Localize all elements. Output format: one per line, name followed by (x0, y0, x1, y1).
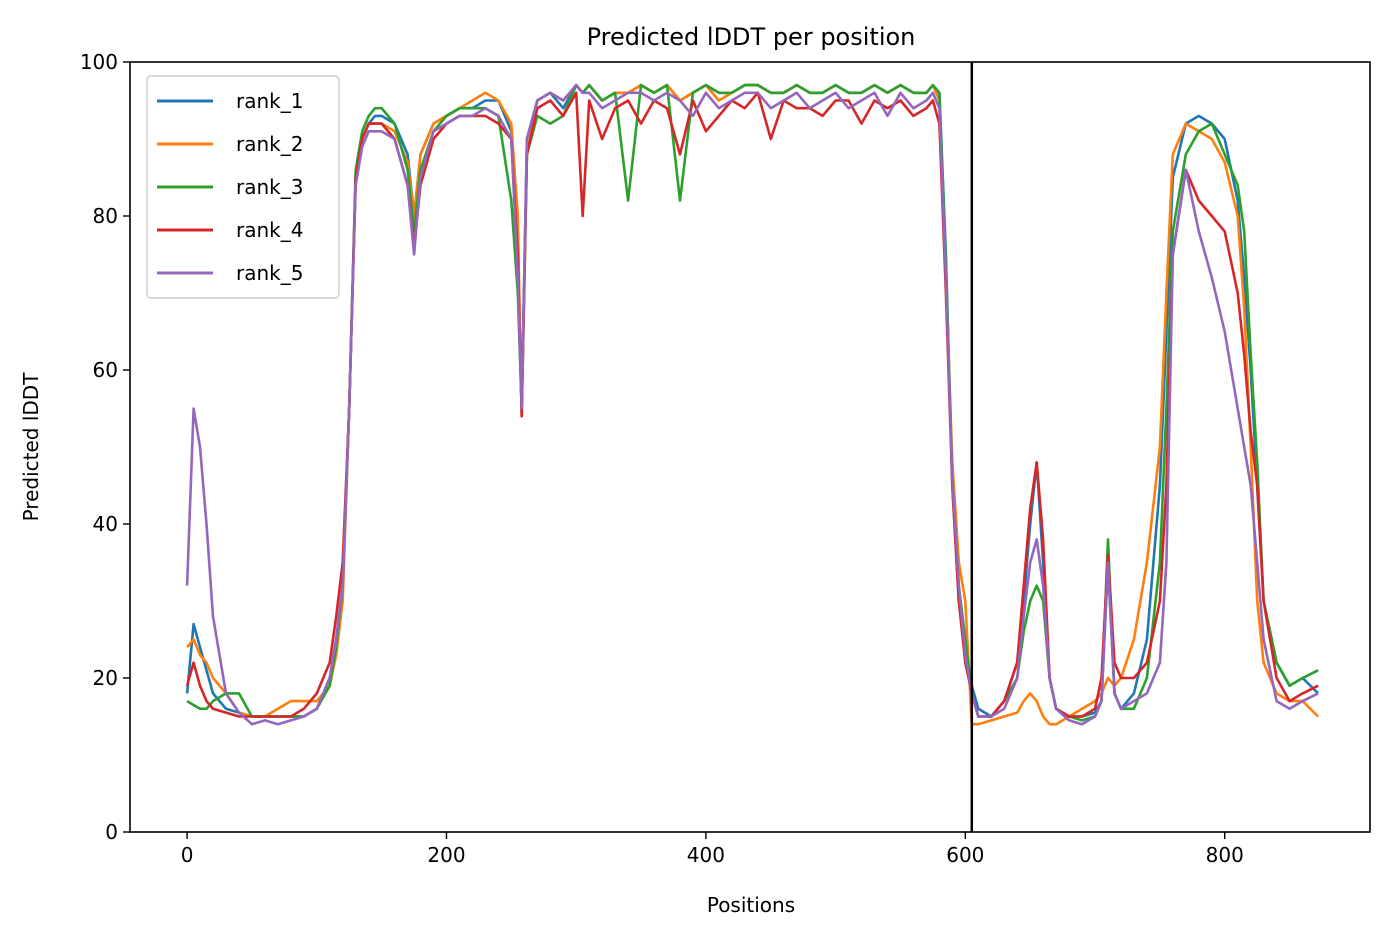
y-tick-label: 80 (93, 204, 118, 228)
x-axis-label: Positions (707, 893, 795, 917)
y-tick-label: 40 (93, 512, 118, 536)
legend-label-rank-4: rank_4 (236, 218, 303, 242)
legend: rank_1 rank_2 rank_3 rank_4 rank_5 (146, 75, 340, 299)
y-tick-label: 100 (80, 50, 118, 74)
series-line-rank-4 (185, 91, 1319, 718)
y-tick-label: 0 (105, 820, 118, 844)
x-tick-label: 400 (687, 843, 725, 867)
y-tick-label: 60 (93, 358, 118, 382)
plot-area (185, 62, 1320, 832)
x-tick-label: 800 (1206, 843, 1244, 867)
axes: 0 200 400 600 800 0 20 40 60 80 100 (80, 50, 1371, 867)
y-axis-label: Predicted lDDT (19, 372, 43, 522)
legend-label-rank-1: rank_1 (236, 89, 303, 113)
legend-box (146, 75, 340, 299)
y-tick-label: 20 (93, 666, 118, 690)
x-tick-label: 600 (946, 843, 984, 867)
series-line-rank-5 (185, 83, 1319, 726)
x-tick-label: 200 (427, 843, 465, 867)
legend-label-rank-5: rank_5 (236, 261, 303, 285)
legend-label-rank-3: rank_3 (236, 175, 303, 199)
x-tick-label: 0 (181, 843, 194, 867)
chart-title: Predicted lDDT per position (587, 23, 916, 51)
plot-frame (129, 61, 1371, 833)
legend-label-rank-2: rank_2 (236, 132, 303, 156)
